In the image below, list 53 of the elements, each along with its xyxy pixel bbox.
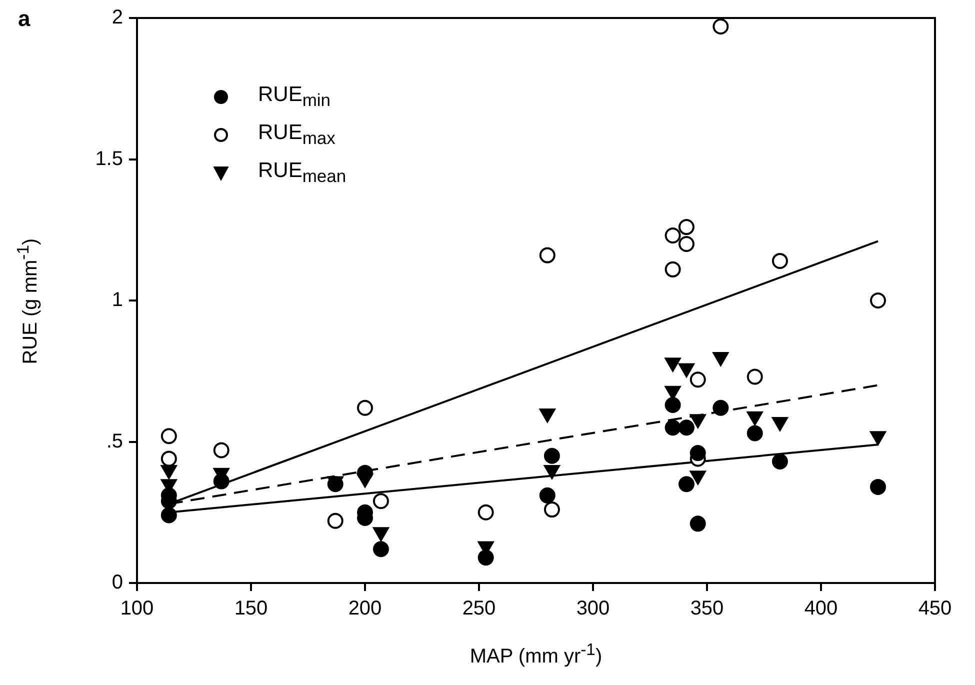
- point: [160, 428, 177, 444]
- point: [539, 487, 556, 504]
- point: [678, 476, 694, 492]
- point: [746, 425, 763, 442]
- point: [746, 368, 763, 385]
- point: [712, 400, 729, 416]
- x-tick-label: 300: [576, 598, 610, 620]
- point: [678, 236, 694, 252]
- point: [372, 541, 389, 558]
- point: [690, 516, 706, 532]
- point: [213, 442, 230, 458]
- x-tick-label: 350: [690, 598, 724, 620]
- point: [664, 420, 681, 436]
- y-tick-label: 1.5: [95, 148, 123, 170]
- y-tick-label: 1: [112, 289, 123, 312]
- point: [357, 400, 373, 416]
- point: [160, 450, 177, 467]
- x-axis-title: MAP (mm yr$^{-1}$): [468, 640, 604, 669]
- point: [539, 247, 556, 264]
- point: [678, 420, 694, 436]
- x-tick-label: 450: [918, 598, 952, 620]
- point: [160, 507, 177, 524]
- point: [357, 464, 373, 481]
- legend-label: RUE$_{min}$: [258, 82, 331, 112]
- point: [664, 228, 681, 244]
- y-tick-label: .5: [106, 430, 123, 452]
- x-tick-label: 150: [234, 598, 268, 620]
- point: [772, 454, 788, 470]
- x-tick-label: 400: [804, 598, 838, 620]
- point: [870, 478, 886, 495]
- point: [712, 18, 729, 34]
- point: [772, 252, 788, 269]
- point: [544, 502, 560, 518]
- x-tick-label: 100: [120, 598, 154, 620]
- point: [664, 261, 681, 278]
- point: [372, 493, 389, 510]
- point: [327, 512, 344, 529]
- chart-title: a: [18, 6, 30, 32]
- point: [870, 292, 886, 308]
- point: [478, 550, 494, 566]
- point: [690, 372, 706, 388]
- x-tick-label: 250: [462, 598, 496, 620]
- point: [678, 219, 694, 236]
- y-tick-label: 0: [112, 572, 123, 594]
- legend-label: RUE$_{mean}$: [258, 158, 346, 188]
- legend-label: RUE$_{max}$: [258, 120, 336, 150]
- point: [478, 504, 494, 520]
- x-tick-label: 200: [348, 598, 382, 620]
- point: [544, 448, 560, 464]
- point: [690, 445, 706, 462]
- point: [213, 473, 230, 490]
- point: [664, 397, 681, 414]
- y-tick-label: 2: [112, 6, 123, 29]
